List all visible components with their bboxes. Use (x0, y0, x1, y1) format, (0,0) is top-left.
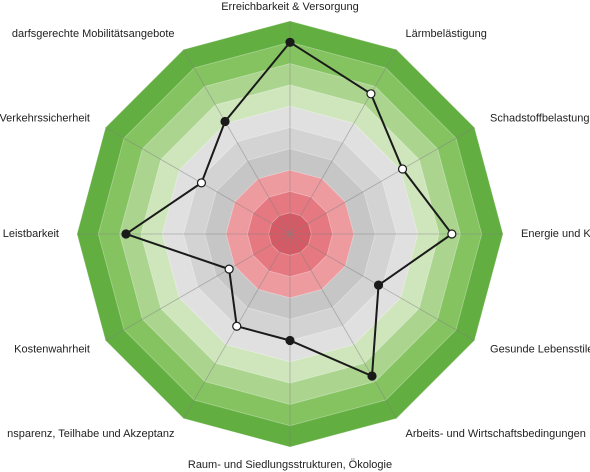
axis-label: Schadstoffbelastung (490, 112, 589, 124)
spoke (105, 233, 291, 341)
data-point (121, 229, 131, 239)
data-point (447, 229, 457, 239)
data-point (196, 178, 207, 188)
axis-label: nsparenz, Teilhabe und Akzeptanz (7, 428, 174, 440)
data-point (367, 371, 377, 381)
axis-label: Verkehrssicherheit (0, 112, 90, 124)
spoke (289, 233, 397, 419)
axis-label: Erreichbarkeit & Versorgung (221, 1, 359, 13)
data-point (285, 37, 295, 47)
data-point (224, 264, 234, 274)
axis-label: Energie und Kli (521, 228, 590, 240)
axis-label: darfsgerechte Mobilitätsangebote (12, 28, 175, 40)
data-point (285, 335, 295, 346)
data-point (366, 89, 376, 99)
axis-label: Kostenwahrheit (14, 343, 90, 355)
spoke (183, 49, 291, 235)
data-point (220, 116, 230, 127)
axis-label: Leistbarkeit (3, 228, 59, 240)
data-point (232, 321, 242, 331)
spoke (289, 49, 397, 235)
axis-label: Lärmbelästigung (406, 28, 487, 40)
data-point (397, 164, 408, 174)
axis-label: Gesunde Lebensstile (490, 343, 590, 355)
axis-label: Arbeits- und Wirtschaftsbedingungen (406, 428, 586, 440)
data-point (373, 280, 384, 290)
axis-label: Raum- und Siedlungsstrukturen, Ökologie (188, 459, 392, 471)
spoke (289, 127, 475, 235)
